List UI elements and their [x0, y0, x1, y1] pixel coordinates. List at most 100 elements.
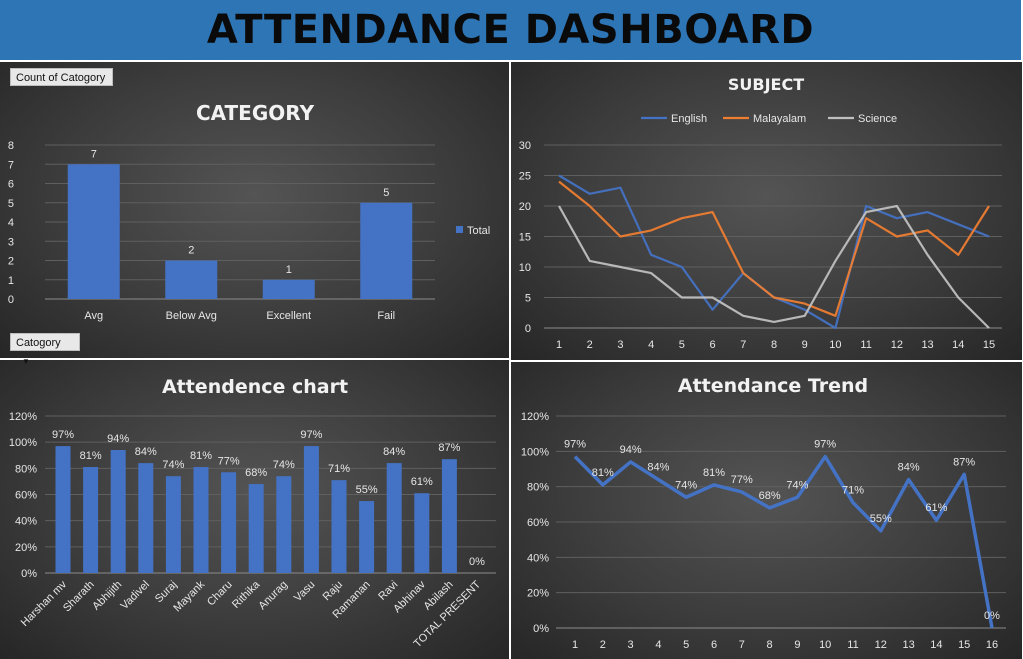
data-label: 81% — [592, 467, 614, 479]
x-tick-label: Excellent — [266, 310, 311, 322]
x-tick-label: 5 — [683, 639, 689, 651]
legend-label-english: English — [671, 113, 707, 125]
count-of-category-field-button[interactable]: Count of Catogory — [10, 68, 113, 86]
y-tick-label: 100% — [521, 446, 549, 458]
series-line-malayalam — [558, 180, 990, 317]
y-tick-label: 2 — [8, 256, 14, 268]
data-label: 74% — [162, 459, 184, 471]
filter-field-label: Catogory — [16, 337, 61, 349]
data-label: 7 — [91, 148, 97, 160]
y-tick-label: 20 — [519, 201, 531, 213]
bar — [441, 459, 457, 573]
chart-title: SUBJECT — [728, 75, 804, 94]
bar — [276, 476, 292, 573]
attendance-chart: Attendence chart 0% 20% 40% 60% 80% 100% 120% 97… — [9, 376, 496, 650]
data-label: 87% — [953, 456, 975, 468]
y-tick-label: 7 — [8, 159, 14, 171]
y-tick-label: 15 — [519, 232, 531, 244]
y-tick-label: 10 — [519, 262, 531, 274]
subject-chart-panel[interactable]: SUBJECT 0 5 10 15 20 25 30 1 2 3 4 5 6 7 8 9 10 11 12 13 14 15… — [511, 62, 1022, 360]
data-label: 94% — [620, 444, 642, 456]
y-tick-label: 80% — [15, 463, 37, 475]
data-label: 61% — [925, 502, 947, 514]
bar — [359, 501, 375, 573]
data-label: 55% — [356, 484, 378, 496]
x-tick-label: Avg — [84, 310, 103, 322]
x-tick-label: 6 — [710, 339, 716, 351]
data-label: 74% — [786, 479, 808, 491]
data-label: 84% — [135, 446, 157, 458]
y-tick-label: 20% — [527, 588, 549, 600]
trend-chart-panel[interactable]: Attendance Trend 0% 20% 40% 60% 80% 100% 120% 1 2… — [511, 362, 1022, 659]
bar — [221, 472, 237, 573]
chart-title: Attendance Trend — [678, 375, 868, 397]
bar — [165, 476, 181, 573]
count-field-label: Count of Catogory — [16, 72, 106, 84]
data-label: 77% — [218, 455, 240, 467]
y-tick-label: 0% — [533, 623, 549, 635]
data-label: 74% — [675, 479, 697, 491]
x-tick-label: 9 — [794, 639, 800, 651]
y-tick-label: 80% — [527, 482, 549, 494]
x-tick-label: 7 — [739, 639, 745, 651]
bar — [360, 202, 413, 299]
x-tick-label: Abhijith — [90, 579, 124, 613]
x-tick-label: Fail — [377, 310, 395, 322]
bar — [165, 260, 218, 299]
data-label: 87% — [438, 442, 460, 454]
y-tick-label: 40% — [15, 516, 37, 528]
data-label: 74% — [273, 459, 295, 471]
y-tick-label: 8 — [8, 140, 14, 152]
data-label: 97% — [564, 439, 586, 451]
x-tick-label: 10 — [829, 339, 841, 351]
bar — [248, 484, 264, 573]
x-tick-label: 14 — [930, 639, 942, 651]
x-tick-label: 13 — [921, 339, 933, 351]
y-tick-label: 0% — [21, 568, 37, 580]
x-tick-label: Sharath — [61, 579, 97, 615]
y-tick-label: 5 — [8, 198, 14, 210]
y-tick-label: 1 — [8, 275, 14, 287]
data-label: 55% — [870, 513, 892, 525]
data-label: 0% — [984, 610, 1000, 622]
legend-marker — [456, 226, 463, 233]
chart-title: Attendence chart — [162, 376, 348, 398]
bar — [386, 463, 402, 573]
dashboard-title: ATTENDANCE DASHBOARD — [206, 7, 815, 53]
attendance-chart-panel[interactable]: Attendence chart 0% 20% 40% 60% 80% 100% 120% 97… — [0, 360, 509, 659]
bar — [55, 446, 71, 573]
y-tick-label: 6 — [8, 179, 14, 191]
x-tick-label: Vasu — [292, 579, 318, 605]
chart-title: CATEGORY — [196, 101, 315, 125]
trend-line — [573, 454, 994, 629]
category-filter-dropdown[interactable]: Catogory ▼ — [10, 333, 80, 366]
x-tick-label: 14 — [952, 339, 964, 351]
dropdown-arrow-icon: ▼ — [22, 357, 30, 366]
y-tick-label: 120% — [9, 411, 37, 423]
data-label: 81% — [703, 467, 725, 479]
data-label: 84% — [383, 446, 405, 458]
y-tick-label: 25 — [519, 171, 531, 183]
x-tick-label: 15 — [983, 339, 995, 351]
category-chart-panel[interactable]: CATEGORY 0 1 2 3 4 5 6 7 8 7 Avg 2 Below Avg 1 Excellen… — [0, 62, 509, 358]
y-tick-label: 4 — [8, 217, 14, 229]
x-tick-label: Ravi — [376, 579, 400, 603]
data-label: 97% — [300, 429, 322, 441]
bar — [414, 493, 430, 573]
data-label: 68% — [759, 490, 781, 502]
x-tick-label: 7 — [740, 339, 746, 351]
x-tick-label: 4 — [648, 339, 654, 351]
x-tick-label: Below Avg — [166, 310, 217, 322]
bar — [67, 164, 120, 299]
y-tick-label: 60% — [527, 517, 549, 529]
x-tick-label: Anurag — [256, 579, 290, 613]
legend-label-malayalam: Malayalam — [753, 113, 806, 125]
x-tick-label: Mayank — [171, 578, 207, 614]
x-tick-label: 4 — [655, 639, 661, 651]
x-tick-label: 8 — [771, 339, 777, 351]
y-tick-label: 20% — [15, 542, 37, 554]
x-tick-label: Raju — [321, 579, 345, 603]
y-tick-label: 0 — [525, 323, 531, 335]
x-tick-label: 10 — [819, 639, 831, 651]
